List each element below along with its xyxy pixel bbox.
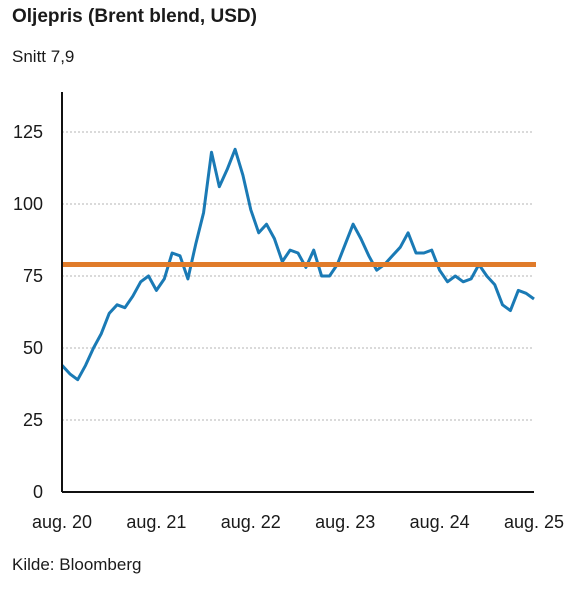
x-tick-label: aug. 25	[504, 512, 564, 532]
series-line-brent	[60, 147, 535, 382]
y-tick-label: 125	[13, 122, 43, 142]
y-tick-label: 50	[23, 338, 43, 358]
x-axis-ticks: aug. 20 aug. 21 aug. 22 aug. 23 aug. 24 aug. …	[32, 512, 564, 532]
y-tick-label: 25	[23, 410, 43, 430]
source-note: Kilde: Bloomberg	[12, 555, 142, 574]
x-tick-label: aug. 21	[126, 512, 186, 532]
chart-subtitle: Snitt 7,9	[12, 47, 75, 66]
x-tick-label: aug. 23	[315, 512, 375, 532]
y-tick-label: 0	[33, 482, 43, 502]
chart-title: Oljepris (Brent blend, USD)	[12, 6, 257, 27]
y-tick-label: 100	[13, 194, 43, 214]
x-tick-label: aug. 20	[32, 512, 92, 532]
y-axis-ticks: 0 25 50 75 100 125	[13, 122, 43, 502]
gridlines	[62, 131, 534, 421]
x-tick-label: aug. 24	[410, 512, 470, 532]
y-tick-label: 75	[23, 266, 43, 286]
x-tick-label: aug. 22	[221, 512, 281, 532]
